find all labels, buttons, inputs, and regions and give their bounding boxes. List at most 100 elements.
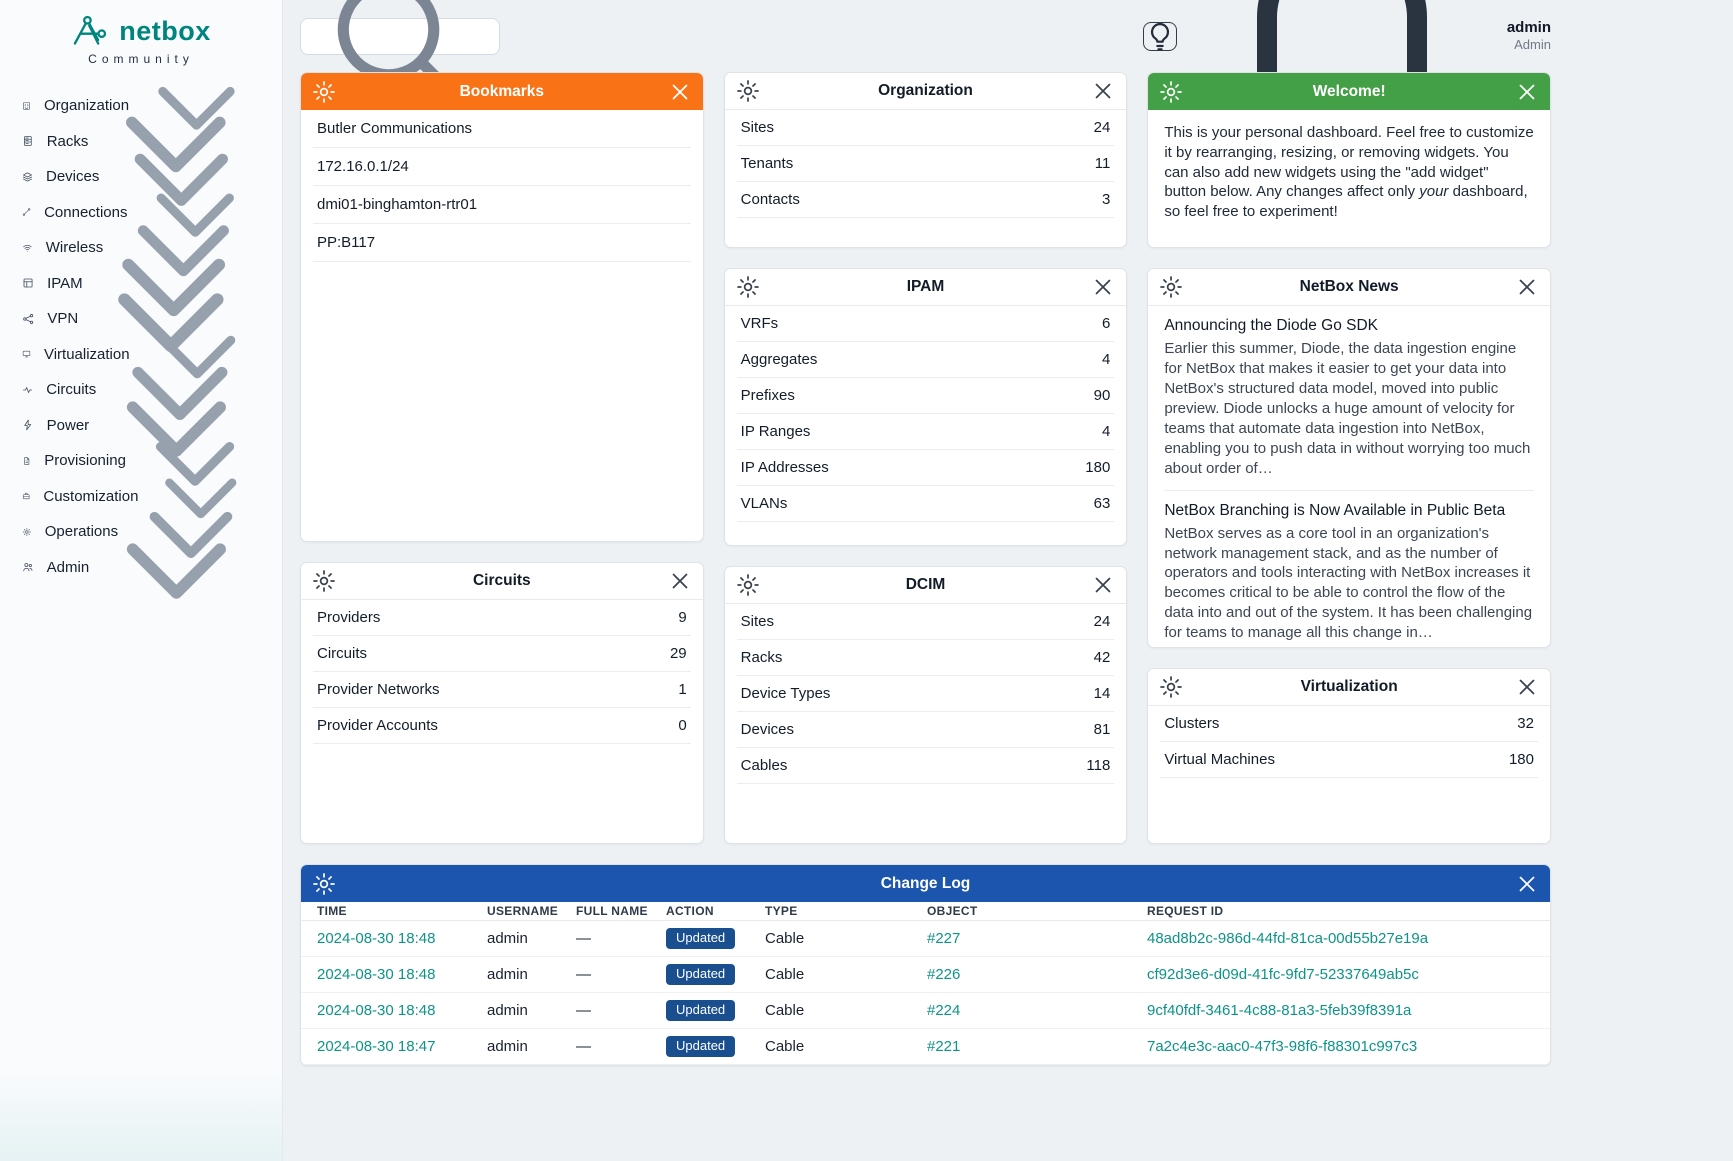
chevron-down-icon [129,38,264,173]
changelog-time-link[interactable]: 2024-08-30 18:47 [317,1038,436,1055]
news-item: Announcing the Diode Go SDK Earlier this… [1164,306,1534,491]
sidebar-item[interactable]: Operations [0,511,282,558]
stat-row[interactable]: IP Ranges 4 [736,414,1115,450]
search-box[interactable] [300,0,500,105]
stat-list: Providers 9 Circuits 29 Provider Network… [301,600,703,744]
user-name: admin [1506,19,1551,37]
stat-row[interactable]: Sites 24 [736,110,1115,146]
widget-config-button[interactable] [1158,674,1184,700]
sidebar-item[interactable]: Power [0,401,282,457]
stat-row[interactable]: Sites 24 [736,604,1115,640]
sidebar: netbox Community Organization Racks Devi… [0,0,283,1161]
action-badge: Updated [666,927,736,950]
stat-row[interactable]: Devices 81 [736,712,1115,748]
sidebar-item[interactable]: Wireless [0,225,282,277]
changelog-time-link[interactable]: 2024-08-30 18:48 [317,1002,436,1019]
user-menu[interactable]: admin Admin [1507,19,1551,53]
widget-close-button[interactable] [1514,79,1540,105]
brand[interactable]: netbox Community [0,0,282,70]
changelog-request-id-link[interactable]: 48ad8b2c-986d-44fd-81ca-00d55b27e19a [1147,930,1429,947]
stat-row[interactable]: VRFs 6 [736,306,1115,342]
bookmark-item[interactable]: 172.16.0.1/24 [313,148,691,186]
sidebar-item[interactable]: Virtualization [0,335,282,379]
theme-toggle-button[interactable] [1142,21,1177,51]
widget-config-button[interactable] [735,274,761,300]
stat-value: 180 [1508,751,1534,768]
changelog-fullname: — [576,966,591,983]
stat-row[interactable]: Clusters 32 [1160,706,1538,742]
stat-row[interactable]: VLANs 63 [736,486,1115,522]
stat-label: VLANs [740,495,788,512]
sidebar-item[interactable]: IPAM [0,258,282,316]
changelog-object-link[interactable]: #226 [927,966,961,983]
sidebar-item[interactable]: Customization [0,478,282,519]
gear-icon [311,79,337,105]
widget-close-button[interactable] [1514,871,1540,897]
sidebar-item[interactable]: Circuits [0,366,282,420]
sidebar-item-label: Operations [44,523,119,541]
stat-row[interactable]: Circuits 29 [313,636,691,672]
sidebar-item-label: Racks [46,132,89,150]
sidebar-item[interactable]: Organization [0,87,282,130]
admin-icon [22,557,34,577]
changelog-time-link[interactable]: 2024-08-30 18:48 [317,930,436,947]
sidebar-item[interactable]: Devices [0,154,282,207]
stat-row[interactable]: Virtual Machines 180 [1160,742,1538,778]
widget-virtualization-header: Virtualization [1148,669,1550,706]
stat-row[interactable]: Tenants 11 [736,146,1115,182]
stat-row[interactable]: Cables 118 [736,748,1115,784]
stat-row[interactable]: Contacts 3 [736,182,1115,218]
changelog-fullname: — [576,1038,591,1055]
widget-close-button[interactable] [1090,572,1116,598]
widget-config-button[interactable] [735,572,761,598]
customization-icon [22,486,30,506]
stat-row[interactable]: IP Addresses 180 [736,450,1115,486]
changelog-time-link[interactable]: 2024-08-30 18:48 [317,966,436,983]
bookmark-item[interactable]: PP:B117 [313,224,691,262]
widget-config-button[interactable] [735,78,761,104]
widget-close-button[interactable] [1090,78,1116,104]
changelog-request-id-link[interactable]: 9cf40fdf-3461-4c88-81a3-5feb39f8391a [1147,1002,1412,1019]
vpn-icon [22,309,34,329]
stat-row[interactable]: Device Types 14 [736,676,1115,712]
widget-close-button[interactable] [667,568,693,594]
widget-config-button[interactable] [311,871,337,897]
changelog-request-id-link[interactable]: cf92d3e6-d09d-41fc-9fd7-52337649ab5c [1147,966,1419,983]
widget-title: Virtualization [1300,678,1398,695]
widget-close-button[interactable] [1514,674,1540,700]
stat-list: Sites 24 Racks 42 Device Types 14 [725,604,1127,784]
changelog-request-id-link[interactable]: 7a2c4e3c-aac0-47f3-98f6-f88301c997c3 [1147,1038,1418,1055]
stat-row[interactable]: Providers 9 [313,600,691,636]
news-item-title[interactable]: Announcing the Diode Go SDK [1164,317,1379,334]
widget-dcim-header: DCIM [724,567,1127,604]
sidebar-item-label: Provisioning [44,452,126,470]
widget-close-button[interactable] [1090,274,1116,300]
widget-close-button[interactable] [1514,274,1540,300]
stat-row[interactable]: Racks 42 [736,640,1115,676]
stat-row[interactable]: Provider Accounts 0 [313,708,691,744]
stat-value: 1 [678,681,687,698]
widget-config-button[interactable] [311,79,337,105]
changelog-object-link[interactable]: #221 [927,1038,961,1055]
bookmark-item[interactable]: Butler Communications [313,110,691,148]
changelog-object-link[interactable]: #227 [927,930,961,947]
building-icon [22,96,31,116]
sidebar-item[interactable]: Connections [0,193,282,237]
sidebar-item[interactable]: Racks [0,117,282,173]
bookmark-item[interactable]: dmi01-binghamton-rtr01 [313,186,691,224]
changelog-object-link[interactable]: #224 [927,1002,961,1019]
widget-config-button[interactable] [1158,274,1184,300]
stat-row[interactable]: Provider Networks 1 [313,672,691,708]
widget-config-button[interactable] [1158,79,1184,105]
widget-config-button[interactable] [311,568,337,594]
stat-row[interactable]: Prefixes 90 [736,378,1115,414]
column-header: OBJECT [927,904,978,918]
widget-close-button[interactable] [667,79,693,105]
sidebar-item[interactable]: Admin [0,543,282,599]
stat-value: 11 [1094,155,1111,172]
news-item-title[interactable]: NetBox Branching is Now Available in Pub… [1164,501,1506,519]
widget-welcome-header: Welcome! [1148,73,1550,110]
stat-label: Sites [740,119,775,136]
sidebar-item[interactable]: Provisioning [0,441,282,486]
stat-row[interactable]: Aggregates 4 [736,342,1115,378]
